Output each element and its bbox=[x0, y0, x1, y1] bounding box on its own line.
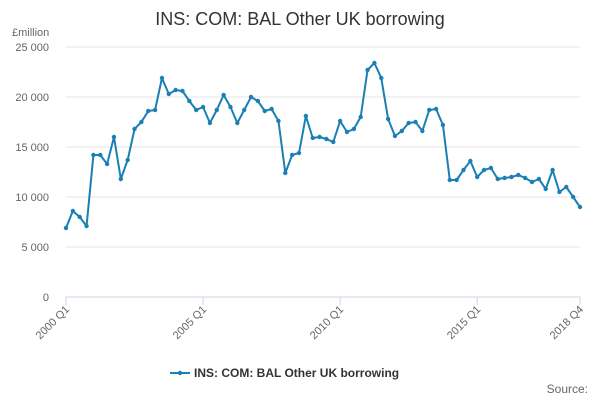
data-point[interactable] bbox=[522, 175, 528, 181]
data-point[interactable] bbox=[118, 176, 124, 182]
x-tick-label: 2010 Q1 bbox=[308, 304, 346, 342]
data-point[interactable] bbox=[543, 186, 548, 192]
data-point[interactable] bbox=[557, 189, 562, 195]
data-point[interactable] bbox=[187, 98, 192, 104]
series-layer bbox=[63, 60, 583, 231]
data-point[interactable] bbox=[241, 107, 247, 113]
gridlines bbox=[66, 46, 580, 248]
data-point[interactable] bbox=[63, 225, 69, 231]
x-tick-label: 2018 Q4 bbox=[548, 304, 586, 342]
data-point[interactable] bbox=[529, 179, 535, 185]
x-tick-label: 2000 Q1 bbox=[34, 304, 72, 342]
data-point[interactable] bbox=[488, 165, 494, 171]
data-point[interactable] bbox=[317, 134, 322, 140]
source-label: Source: bbox=[547, 382, 588, 396]
data-point[interactable] bbox=[310, 135, 315, 141]
data-point[interactable] bbox=[564, 184, 569, 190]
data-point[interactable] bbox=[235, 120, 240, 126]
data-point[interactable] bbox=[166, 91, 171, 97]
legend-label: INS: COM: BAL Other UK borrowing bbox=[194, 366, 399, 380]
data-point[interactable] bbox=[468, 158, 473, 164]
data-point[interactable] bbox=[269, 106, 274, 112]
data-point[interactable] bbox=[351, 126, 357, 132]
data-point[interactable] bbox=[399, 128, 405, 134]
data-point[interactable] bbox=[365, 67, 370, 73]
data-point[interactable] bbox=[283, 170, 288, 176]
data-point[interactable] bbox=[214, 107, 219, 113]
data-point[interactable] bbox=[324, 136, 329, 142]
unit-label: £million bbox=[12, 27, 49, 39]
data-point[interactable] bbox=[413, 119, 418, 125]
data-point[interactable] bbox=[125, 157, 130, 163]
data-point[interactable] bbox=[289, 152, 295, 158]
data-point[interactable] bbox=[385, 116, 391, 122]
data-point[interactable] bbox=[331, 139, 336, 145]
data-point[interactable] bbox=[358, 114, 363, 120]
data-point[interactable] bbox=[427, 107, 432, 113]
data-point[interactable] bbox=[139, 119, 144, 125]
data-point[interactable] bbox=[159, 75, 165, 81]
data-point[interactable] bbox=[420, 128, 425, 134]
y-tick-label: 20 000 bbox=[15, 92, 49, 104]
data-point[interactable] bbox=[379, 75, 384, 81]
data-point[interactable] bbox=[77, 214, 82, 220]
data-point[interactable] bbox=[303, 113, 309, 119]
chart-title: INS: COM: BAL Other UK borrowing bbox=[155, 9, 444, 29]
data-point[interactable] bbox=[475, 174, 480, 180]
data-point[interactable] bbox=[481, 167, 487, 173]
data-point[interactable] bbox=[228, 104, 233, 110]
legend-marker bbox=[177, 370, 183, 376]
data-point[interactable] bbox=[461, 167, 466, 173]
data-point[interactable] bbox=[104, 161, 110, 167]
data-point[interactable] bbox=[111, 134, 117, 140]
y-tick-label: 10 000 bbox=[15, 192, 49, 204]
data-point[interactable] bbox=[550, 167, 555, 173]
data-point[interactable] bbox=[344, 129, 350, 135]
data-point[interactable] bbox=[276, 118, 281, 124]
data-point[interactable] bbox=[296, 150, 302, 156]
data-point[interactable] bbox=[173, 87, 178, 93]
data-point[interactable] bbox=[440, 122, 446, 128]
data-point[interactable] bbox=[91, 152, 96, 158]
data-point[interactable] bbox=[447, 177, 452, 183]
data-point[interactable] bbox=[454, 177, 459, 183]
data-point[interactable] bbox=[84, 223, 89, 229]
data-point[interactable] bbox=[248, 94, 254, 100]
data-point[interactable] bbox=[516, 172, 521, 178]
y-tick-label: 25 000 bbox=[15, 42, 49, 54]
data-point[interactable] bbox=[146, 108, 151, 114]
data-point[interactable] bbox=[536, 176, 542, 182]
data-point[interactable] bbox=[152, 107, 158, 113]
data-point[interactable] bbox=[509, 174, 514, 180]
data-point[interactable] bbox=[495, 176, 500, 182]
data-point[interactable] bbox=[180, 88, 185, 94]
data-point[interactable] bbox=[502, 175, 507, 181]
data-point[interactable] bbox=[255, 98, 261, 104]
x-tick-label: 2005 Q1 bbox=[171, 304, 209, 342]
data-point[interactable] bbox=[433, 106, 439, 112]
y-tick-label: 5 000 bbox=[21, 242, 49, 254]
y-tick-label: 0 bbox=[43, 292, 49, 304]
axes: 0 5 000 10 000 15 000 20 000 25 000 2000 Q1 200… bbox=[15, 42, 586, 342]
data-point[interactable] bbox=[200, 104, 206, 110]
y-tick-label: 15 000 bbox=[15, 142, 49, 154]
data-point[interactable] bbox=[207, 120, 213, 126]
series-line bbox=[65, 62, 581, 229]
data-point[interactable] bbox=[337, 118, 343, 124]
data-point[interactable] bbox=[372, 60, 377, 66]
data-point[interactable] bbox=[392, 133, 398, 139]
data-point[interactable] bbox=[406, 120, 411, 126]
data-point[interactable] bbox=[262, 108, 267, 114]
data-point[interactable] bbox=[194, 107, 199, 113]
data-point[interactable] bbox=[221, 92, 226, 98]
data-point[interactable] bbox=[98, 152, 103, 158]
x-tick-label: 2015 Q1 bbox=[445, 304, 483, 342]
data-point[interactable] bbox=[70, 208, 76, 214]
legend[interactable]: INS: COM: BAL Other UK borrowing bbox=[170, 366, 399, 380]
data-point[interactable] bbox=[132, 126, 137, 132]
data-point[interactable] bbox=[577, 204, 583, 210]
data-point[interactable] bbox=[570, 194, 576, 200]
